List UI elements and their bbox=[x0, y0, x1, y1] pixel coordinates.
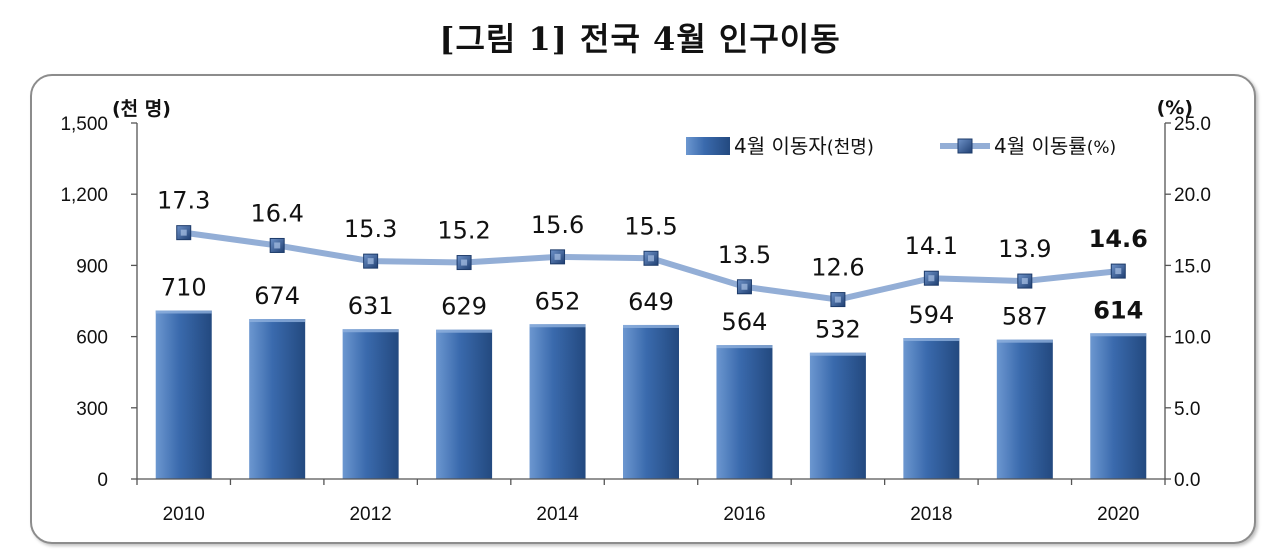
rate-marker-core bbox=[274, 242, 281, 249]
x-tick-label: 2018 bbox=[910, 504, 952, 525]
rate-value-label: 15.3 bbox=[344, 215, 397, 243]
rate-marker-core bbox=[834, 296, 841, 303]
legend-line-label: 4월 이동률(%) bbox=[994, 134, 1116, 158]
bar-value-label: 587 bbox=[1002, 303, 1048, 331]
legend-bar-swatch bbox=[686, 137, 730, 155]
rate-marker-core bbox=[367, 258, 374, 265]
rate-value-label: 17.3 bbox=[157, 187, 210, 215]
y-left-tick-label: 1,200 bbox=[60, 185, 108, 206]
rate-value-label: 14.1 bbox=[905, 232, 958, 260]
x-tick-label: 2010 bbox=[163, 504, 205, 525]
rate-marker-core bbox=[928, 275, 935, 282]
rate-value-label: 13.5 bbox=[718, 241, 771, 269]
rate-value-label: 15.6 bbox=[531, 211, 584, 239]
legend-bar-main: 4월 이동자 bbox=[734, 134, 827, 158]
y-right-tick-label: 0.0 bbox=[1174, 470, 1200, 491]
bar-value-label: 629 bbox=[441, 293, 487, 321]
rate-value-label: 16.4 bbox=[250, 199, 303, 227]
bar-2012 bbox=[342, 329, 399, 479]
x-tick-label: 2012 bbox=[349, 504, 391, 525]
bar-value-label: 631 bbox=[348, 292, 394, 320]
bar-value-label: 532 bbox=[815, 316, 861, 344]
y-right-tick-label: 10.0 bbox=[1174, 328, 1211, 349]
data-labels: 710 674 631 629 652 649 564 532 594 587 614 17.3 16.… bbox=[157, 187, 1148, 344]
x-tick-label: 2014 bbox=[536, 504, 579, 525]
bar-2015 bbox=[623, 324, 679, 479]
bar-top-2018 bbox=[903, 338, 960, 342]
bar-2011 bbox=[249, 319, 306, 479]
bar-value-label: 674 bbox=[254, 282, 300, 310]
rate-value-label: 12.6 bbox=[811, 254, 864, 282]
rate-marker-core bbox=[180, 229, 187, 236]
line-series bbox=[176, 225, 1126, 308]
rate-value-label: 13.9 bbox=[998, 235, 1051, 263]
bar-top-2012 bbox=[342, 329, 399, 333]
rate-marker-core bbox=[1115, 268, 1122, 275]
bar-2017 bbox=[809, 352, 866, 479]
rate-marker-core bbox=[648, 255, 654, 262]
bar-series bbox=[155, 310, 1147, 479]
bar-value-label: 652 bbox=[535, 287, 581, 315]
bar-top-2019 bbox=[996, 339, 1053, 343]
bar-top-2017 bbox=[809, 352, 866, 356]
bar-2018 bbox=[903, 338, 960, 479]
rate-value-label: 15.2 bbox=[437, 217, 490, 245]
bar-2019 bbox=[996, 339, 1053, 479]
rate-marker-core bbox=[741, 283, 748, 290]
rate-value-label: 15.5 bbox=[624, 212, 677, 240]
bar-2014 bbox=[529, 324, 586, 479]
axes: 0 300 600 900 1,200 1,500 0.0 5.0 10.0 15.0 20.0 25… bbox=[60, 97, 1211, 525]
bar-top-2010 bbox=[155, 310, 212, 314]
rate-marker-core bbox=[1021, 278, 1028, 285]
bar-2016 bbox=[716, 345, 773, 479]
y-left-tick-label: 900 bbox=[76, 256, 108, 277]
y-right-tick-label: 15.0 bbox=[1174, 256, 1211, 277]
legend: 4월 이동자(천명) 4월 이동률(%) bbox=[686, 134, 1116, 158]
y-right-tick-label: 20.0 bbox=[1174, 185, 1211, 206]
x-tick-label: 2016 bbox=[723, 504, 765, 525]
bar-2013 bbox=[436, 329, 493, 479]
bar-2020 bbox=[1090, 333, 1147, 479]
rate-marker-core bbox=[554, 253, 561, 260]
bar-top-2013 bbox=[436, 329, 493, 333]
legend-bar-label: 4월 이동자(천명) bbox=[734, 134, 874, 158]
bar-top-2016 bbox=[716, 345, 773, 349]
bar-value-label: 564 bbox=[722, 308, 768, 336]
bar-value-label: 710 bbox=[161, 273, 207, 301]
bar-2010 bbox=[155, 310, 212, 479]
bar-value-label: 594 bbox=[908, 301, 954, 329]
bar-top-2020 bbox=[1090, 333, 1147, 337]
bar-top-2015 bbox=[623, 324, 679, 328]
legend-line-main: 4월 이동률 bbox=[994, 134, 1087, 158]
bar-top-2011 bbox=[249, 319, 306, 323]
y-left-unit-label: (천 명) bbox=[112, 98, 171, 120]
rate-marker-core bbox=[461, 259, 468, 266]
legend-line-unit: (%) bbox=[1087, 138, 1116, 158]
bar-top-2014 bbox=[529, 324, 586, 328]
bar-value-label: 614 bbox=[1093, 296, 1143, 324]
y-right-tick-label: 25.0 bbox=[1174, 114, 1211, 135]
rate-value-label: 14.6 bbox=[1089, 225, 1148, 253]
y-left-tick-label: 300 bbox=[76, 399, 108, 420]
figure-title: [그림 1] 전국 4월 인구이동 bbox=[439, 20, 841, 58]
legend-line-marker bbox=[957, 138, 973, 154]
y-left-tick-label: 1,500 bbox=[60, 114, 108, 135]
y-left-tick-label: 600 bbox=[76, 328, 108, 349]
y-left-tick-label: 0 bbox=[97, 470, 108, 491]
y-right-unit-label: (%) bbox=[1157, 97, 1193, 119]
legend-bar-unit: (천명) bbox=[827, 137, 874, 158]
bar-value-label: 649 bbox=[628, 288, 674, 316]
x-tick-label: 2020 bbox=[1097, 504, 1139, 525]
y-right-tick-label: 5.0 bbox=[1174, 399, 1200, 420]
